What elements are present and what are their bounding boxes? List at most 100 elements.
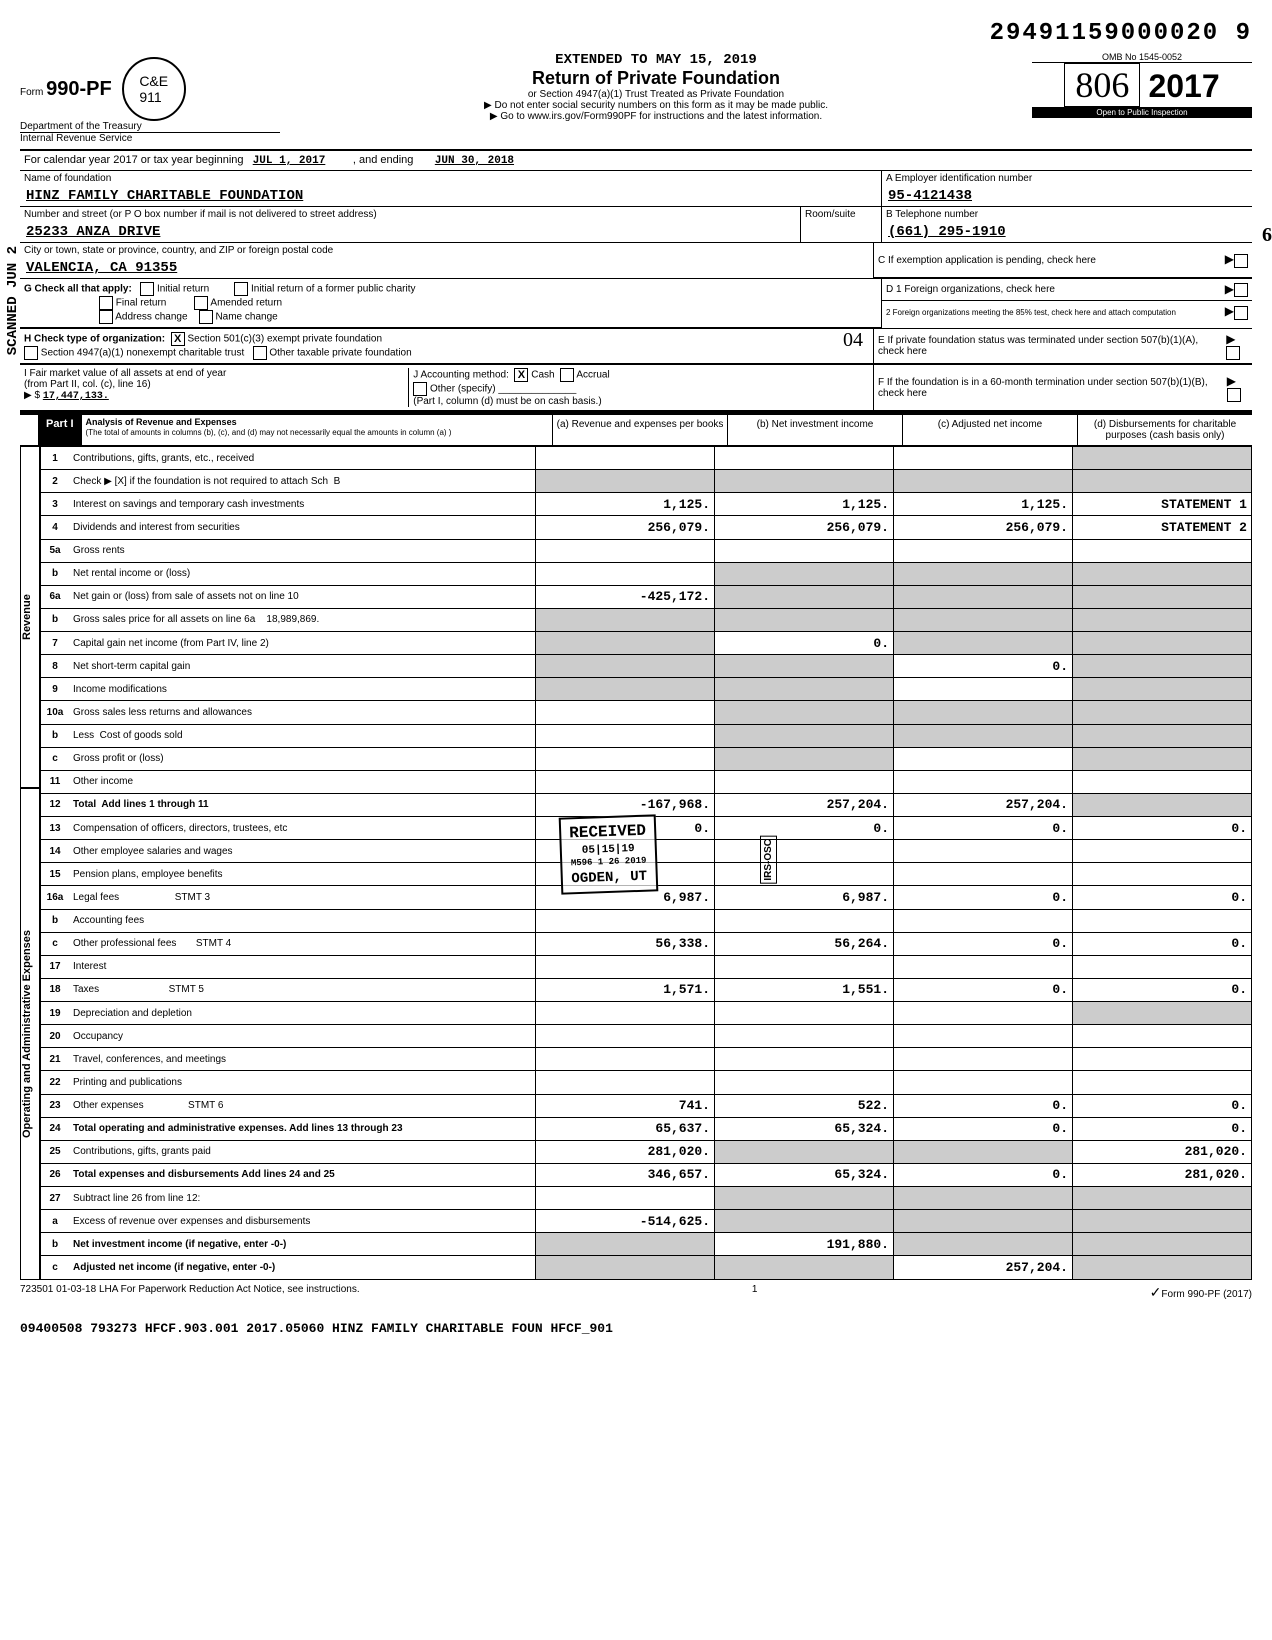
h-4947-checkbox[interactable] xyxy=(24,346,38,360)
cell-a xyxy=(536,1002,715,1025)
line-num: 21 xyxy=(41,1048,70,1071)
h-501c3-checkbox[interactable]: X xyxy=(171,332,185,346)
cell-b xyxy=(715,1140,894,1163)
d1-checkbox[interactable] xyxy=(1234,283,1248,297)
j-note: (Part I, column (d) must be on cash basi… xyxy=(413,396,601,407)
line-num: 19 xyxy=(41,1002,70,1025)
cell-a: -425,172. xyxy=(536,585,715,608)
cell-a xyxy=(536,678,715,701)
cell-a: 281,020. xyxy=(536,1140,715,1163)
cell-a xyxy=(536,909,715,932)
cell-d xyxy=(1073,655,1252,678)
g-amended-checkbox[interactable] xyxy=(194,296,208,310)
h-e-row: H Check type of organization: X Section … xyxy=(20,329,1252,365)
handwritten-04: 04 xyxy=(843,329,863,352)
c-checkbox[interactable] xyxy=(1234,254,1248,268)
cell-b: 522. xyxy=(715,1094,894,1117)
g-former-checkbox[interactable] xyxy=(234,282,248,296)
c-label: C If exemption application is pending, c… xyxy=(878,255,1096,266)
cell-b xyxy=(715,747,894,770)
f-checkbox[interactable] xyxy=(1227,388,1241,402)
g-initial-checkbox[interactable] xyxy=(140,282,154,296)
cell-b: 1,551. xyxy=(715,978,894,1001)
j-accrual-checkbox[interactable] xyxy=(560,368,574,382)
table-row: 27Subtract line 26 from line 12: xyxy=(41,1187,1252,1210)
g-namechange-checkbox[interactable] xyxy=(199,310,213,324)
line-num: 2 xyxy=(41,470,70,493)
d2-checkbox[interactable] xyxy=(1234,306,1248,320)
j-other-checkbox[interactable] xyxy=(413,382,427,396)
cell-b xyxy=(715,562,894,585)
cell-b xyxy=(715,1071,894,1094)
table-row: 21Travel, conferences, and meetings xyxy=(41,1048,1252,1071)
g-final-checkbox[interactable] xyxy=(99,296,113,310)
cell-c: 0. xyxy=(894,817,1073,840)
cell-a xyxy=(536,655,715,678)
line-label: Net rental income or (loss) xyxy=(69,562,536,585)
cell-a xyxy=(536,608,715,631)
e-checkbox[interactable] xyxy=(1226,346,1240,360)
line-num: 26 xyxy=(41,1163,70,1186)
j-accrual: Accrual xyxy=(576,370,609,381)
line-num: 9 xyxy=(41,678,70,701)
line-label: Total Add lines 1 through 11 xyxy=(69,793,536,816)
g-opt-2: Address change xyxy=(115,312,187,323)
cell-d xyxy=(1073,1210,1252,1233)
extended-to: EXTENDED TO MAY 15, 2019 xyxy=(290,52,1022,68)
g-opt-1: Final return xyxy=(116,298,167,309)
cell-b: 191,880. xyxy=(715,1233,894,1256)
j-cash-checkbox[interactable]: X xyxy=(514,368,528,382)
table-row: 9Income modifications xyxy=(41,678,1252,701)
cell-a xyxy=(536,1048,715,1071)
irs-label: Internal Revenue Service xyxy=(20,132,280,144)
h-other-checkbox[interactable] xyxy=(253,346,267,360)
analysis-table: 1Contributions, gifts, grants, etc., rec… xyxy=(40,446,1252,1280)
omb-number: OMB No 1545-0052 xyxy=(1032,52,1252,63)
addr-label: Number and street (or P O box number if … xyxy=(20,207,800,222)
cell-c xyxy=(894,1140,1073,1163)
line-label: Other employee salaries and wages xyxy=(69,840,536,863)
form-page: 29491159000020 9 Form 990-PF C&E911 Depa… xyxy=(20,20,1252,1336)
cell-b xyxy=(715,1187,894,1210)
line-num: 4 xyxy=(41,516,70,539)
cell-c xyxy=(894,539,1073,562)
cell-c xyxy=(894,724,1073,747)
line-label: Net short-term capital gain xyxy=(69,655,536,678)
cell-d xyxy=(1073,770,1252,793)
line-num: b xyxy=(41,724,70,747)
cell-c: 0. xyxy=(894,1094,1073,1117)
cell-d: 0. xyxy=(1073,817,1252,840)
cell-c xyxy=(894,747,1073,770)
cell-d: 0. xyxy=(1073,978,1252,1001)
cell-b: 6,987. xyxy=(715,886,894,909)
col-a-head: (a) Revenue and expenses per books xyxy=(552,415,727,445)
line-label: Accounting fees xyxy=(69,909,536,932)
cal-end: JUN 30, 2018 xyxy=(435,155,514,167)
cell-c xyxy=(894,909,1073,932)
cell-b xyxy=(715,770,894,793)
table-row: 14Other employee salaries and wages xyxy=(41,840,1252,863)
cell-c xyxy=(894,955,1073,978)
table-row: 1Contributions, gifts, grants, etc., rec… xyxy=(41,447,1252,470)
page-footer: 723501 01-03-18 LHA For Paperwork Reduct… xyxy=(20,1284,1252,1301)
cell-c: 0. xyxy=(894,1163,1073,1186)
line-label: Capital gain net income (from Part IV, l… xyxy=(69,632,536,655)
j-cash: Cash xyxy=(531,370,554,381)
cal-mid: , and ending xyxy=(353,154,414,166)
cell-a: 741. xyxy=(536,1094,715,1117)
cell-a: 56,338. xyxy=(536,932,715,955)
cell-d xyxy=(1073,470,1252,493)
line-label: Other income xyxy=(69,770,536,793)
line-label: Gross rents xyxy=(69,539,536,562)
cell-b xyxy=(715,470,894,493)
cell-d xyxy=(1073,1048,1252,1071)
g-address-checkbox[interactable] xyxy=(99,310,113,324)
year-box: OMB No 1545-0052 806 2017 Open to Public… xyxy=(1032,52,1252,118)
line-label: Occupancy xyxy=(69,1025,536,1048)
table-row: bNet investment income (if negative, ent… xyxy=(41,1233,1252,1256)
cell-a xyxy=(536,1256,715,1280)
col-b-head: (b) Net investment income xyxy=(727,415,902,445)
cell-b xyxy=(715,724,894,747)
cell-c xyxy=(894,1187,1073,1210)
cell-b xyxy=(715,1002,894,1025)
